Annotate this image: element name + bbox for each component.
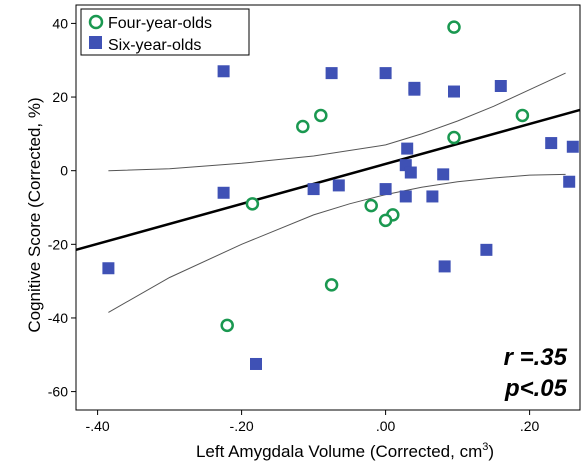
data-point-four-year-old (296, 119, 310, 134)
legend-marker-four-year-olds (88, 14, 104, 30)
data-point-four-year-old (314, 108, 328, 123)
data-point-six-year-old (408, 83, 421, 96)
ci-upper-curve (108, 72, 566, 172)
data-point-four-year-old (324, 278, 339, 292)
legend-label-four-year-olds: Four-year-olds (108, 15, 212, 32)
y-axis-label: Cognitive Score (Corrected, %) (25, 97, 44, 332)
x-axis-label-main: Left Amygdala Volume (Corrected, cm (196, 442, 482, 461)
legend-box (80, 8, 250, 56)
data-point-six-year-old (563, 175, 576, 188)
data-point-four-year-old (447, 20, 461, 34)
correlation-r: r =.35 (504, 344, 568, 371)
plot-layer (75, 20, 581, 370)
axes-layer: 40 20 0 -20 -40 -60 -.40 -.20 .00 .20 (48, 4, 581, 434)
legend-marker-six-year-olds (89, 36, 102, 49)
y-tick-label: 40 (52, 15, 68, 31)
data-point-six-year-old (401, 142, 414, 155)
data-point-six-year-old (399, 190, 412, 203)
data-point-four-year-old (447, 130, 461, 145)
data-point-six-year-old (325, 67, 338, 80)
data-point-four-year-old (220, 318, 234, 333)
data-point-four-year-old (378, 213, 393, 228)
data-point-four-year-old (245, 197, 260, 211)
y-tick-label: 20 (52, 89, 68, 105)
plot-frame (75, 4, 581, 411)
y-tick-label: 0 (60, 163, 68, 179)
data-point-four-year-old (515, 108, 530, 123)
y-tick-label: -40 (48, 310, 68, 326)
data-point-four-year-old (364, 198, 378, 213)
regression-line (75, 108, 581, 252)
data-point-six-year-old (217, 65, 230, 78)
x-axis-label-end: ) (488, 442, 494, 461)
x-axis-label: Left Amygdala Volume (Corrected, cm3) (196, 441, 494, 461)
data-point-six-year-old (332, 179, 345, 192)
legend: Four-year-olds Six-year-olds (80, 8, 250, 56)
data-point-six-year-old (379, 183, 392, 196)
y-tick-label: -60 (48, 384, 68, 400)
data-point-six-year-old (438, 260, 451, 273)
data-point-six-year-old (426, 190, 439, 203)
x-tick-label: -.20 (230, 418, 254, 434)
data-point-six-year-old (448, 85, 460, 98)
ci-lower-curve (108, 173, 566, 313)
data-point-six-year-old (437, 168, 450, 181)
data-point-six-year-old (217, 186, 230, 199)
data-point-six-year-old (307, 183, 320, 196)
data-point-six-year-old (379, 67, 392, 80)
x-tick-label: .00 (376, 418, 396, 434)
x-axis-label-superscript: 3 (482, 441, 488, 453)
p-value: p<.05 (504, 375, 568, 402)
data-point-six-year-old (480, 243, 493, 256)
data-point-six-year-old (102, 262, 115, 275)
data-point-six-year-old (545, 137, 558, 150)
y-tick-label: -20 (48, 236, 68, 252)
data-point-six-year-old (566, 140, 579, 153)
x-tick-label: -.40 (86, 418, 110, 434)
data-point-six-year-old (494, 80, 507, 92)
legend-label-six-year-olds: Six-year-olds (108, 37, 201, 54)
data-point-six-year-old (250, 357, 262, 370)
x-tick-label: .20 (520, 418, 540, 434)
data-point-six-year-old (404, 166, 417, 179)
